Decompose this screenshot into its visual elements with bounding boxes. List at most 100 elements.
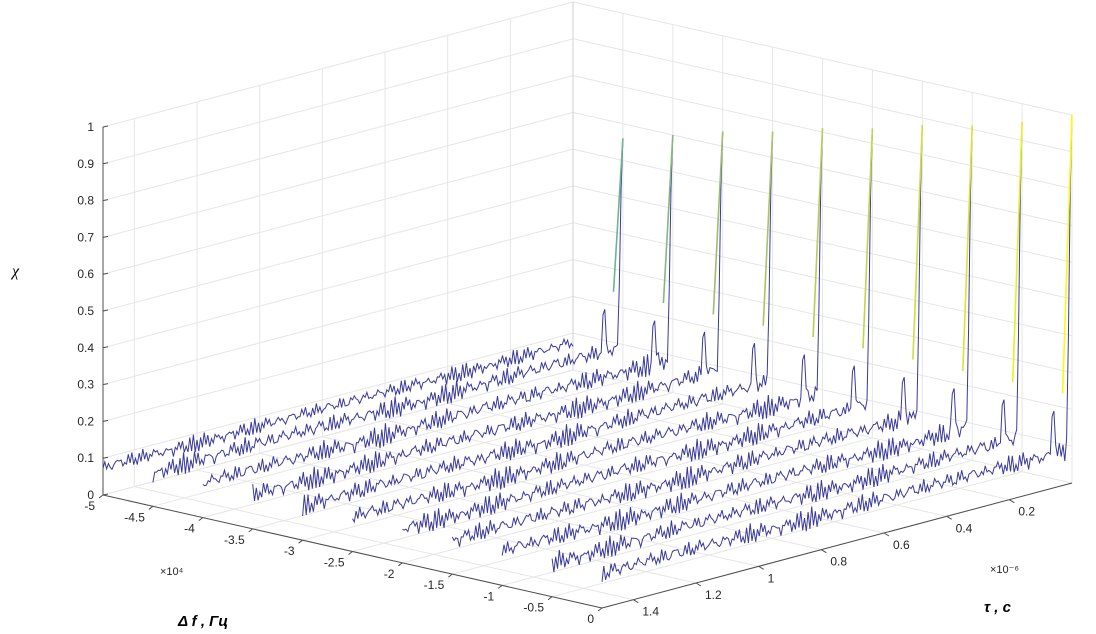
grid-layer	[102, 1, 1073, 609]
x-axis-label: Δ f , Гц	[177, 613, 228, 630]
z-tick-mark	[102, 309, 109, 312]
series-peak	[862, 128, 874, 349]
x-tick-label: -4	[184, 522, 195, 536]
grid-line-x-floor	[502, 459, 973, 586]
y-tick-mark	[821, 549, 827, 554]
series-peak	[912, 125, 924, 360]
grid-line-x-floor	[252, 403, 723, 530]
series-line	[402, 128, 873, 534]
series-line	[302, 131, 774, 517]
series-line	[102, 337, 574, 471]
grid-line-z	[102, 148, 1073, 275]
y-tick-mark	[758, 565, 764, 570]
y-tick-label: 1.2	[705, 588, 722, 602]
z-tick-label: 0.1	[77, 451, 94, 465]
z-tick-label: 0.6	[77, 267, 94, 281]
grid-line-y-floor	[510, 386, 1010, 501]
series-peak	[962, 125, 973, 371]
y-tick-label: 1	[768, 571, 775, 585]
z-tick-mark	[102, 272, 109, 275]
x-tick-label: -2.5	[324, 556, 345, 570]
series-line	[152, 138, 624, 483]
y-tick-mark	[883, 532, 890, 537]
y-tick-label: 1.4	[642, 605, 659, 619]
x-tick-label: 0	[587, 612, 594, 626]
grid-line-x-floor	[402, 437, 873, 564]
grid-line-z	[102, 185, 1073, 312]
x-tick-mark	[248, 528, 253, 533]
z-tick-label: 1	[87, 120, 94, 134]
y-tick-label: 0.6	[893, 538, 910, 552]
x-tick-mark	[148, 505, 154, 510]
grid-line-z	[102, 75, 1073, 202]
tick-layer: 0 0.1 0.2 0.3 0.4 0.5 0.6 0.7 0.8 0.9 1 -5 -4.5 -4 -3.…	[77, 120, 1035, 626]
z-tick-mark	[102, 125, 109, 128]
grid-line-z	[102, 222, 1073, 349]
grid-line-z	[102, 38, 1073, 165]
grid-line-y-floor	[134, 486, 634, 601]
x-tick-label: -2	[384, 567, 395, 581]
x-tick-mark	[298, 539, 303, 544]
series-line	[501, 125, 973, 556]
x-tick-mark	[597, 607, 603, 612]
grid-line-y-floor	[447, 402, 947, 517]
z-tick-label: 0.7	[77, 230, 94, 244]
x-tick-label: -3	[284, 544, 295, 558]
x-tick-mark	[198, 517, 204, 521]
series-layer	[102, 114, 1073, 582]
series-line	[252, 131, 724, 501]
z-tick-mark	[102, 162, 109, 165]
y-axis-label: τ , с	[984, 599, 1012, 616]
y-tick-label: 0.8	[830, 555, 847, 569]
grid-line-z	[102, 111, 1073, 238]
series-peak	[612, 138, 624, 292]
series-peak	[812, 128, 824, 338]
series-peak	[712, 131, 724, 315]
series-line	[352, 128, 823, 524]
x-exponent-label: ×10⁴	[160, 566, 184, 578]
y-tick-mark	[633, 599, 639, 604]
series-peak	[662, 134, 674, 304]
series-line	[601, 114, 1073, 582]
x-tick-mark	[547, 596, 553, 601]
y-tick-label: 0.2	[1018, 505, 1035, 519]
z-tick-label: 0.4	[77, 341, 94, 355]
z-tick-mark	[102, 419, 109, 422]
grid-line-x-floor	[102, 369, 574, 496]
grid-line-x-floor	[202, 392, 673, 519]
y-tick-mark	[695, 582, 702, 587]
z-tick-label: 0	[87, 488, 94, 502]
series-peak	[1011, 122, 1023, 383]
grid-line-x-floor	[152, 380, 624, 507]
z-tick-mark	[102, 493, 109, 496]
y-tick-label: 0.4	[956, 521, 973, 535]
z-tick-label: 0.5	[77, 304, 94, 318]
axes-box	[102, 2, 1073, 609]
z-axis-label: χ	[10, 263, 20, 280]
series-peak	[1061, 114, 1073, 394]
y-axis-line	[601, 482, 1073, 609]
z-tick-label: 0.2	[77, 414, 94, 428]
x-tick-label: -4.5	[124, 510, 145, 524]
series-line	[451, 125, 923, 547]
z-tick-mark	[102, 346, 109, 349]
x-tick-mark	[348, 551, 353, 555]
grid-line-z	[102, 259, 1073, 386]
z-tick-mark	[102, 383, 109, 386]
grid-line-x-floor	[352, 426, 823, 552]
z-tick-mark	[102, 235, 109, 238]
series-line	[202, 134, 674, 487]
y-tick-mark	[1009, 499, 1015, 504]
z-tick-mark	[102, 456, 109, 459]
z-tick-label: 0.8	[77, 194, 94, 208]
x-tick-mark	[447, 573, 453, 578]
x-tick-label: -0.5	[523, 601, 544, 615]
grid-line-x-floor	[452, 448, 923, 575]
grid-line-x-floor	[551, 471, 1023, 598]
grid-line-y-floor	[196, 469, 697, 584]
x-tick-label: -3.5	[224, 533, 245, 547]
y-exponent-label: ×10⁻⁶	[990, 564, 1019, 576]
y-tick-mark	[946, 515, 952, 520]
series-line	[551, 122, 1023, 573]
